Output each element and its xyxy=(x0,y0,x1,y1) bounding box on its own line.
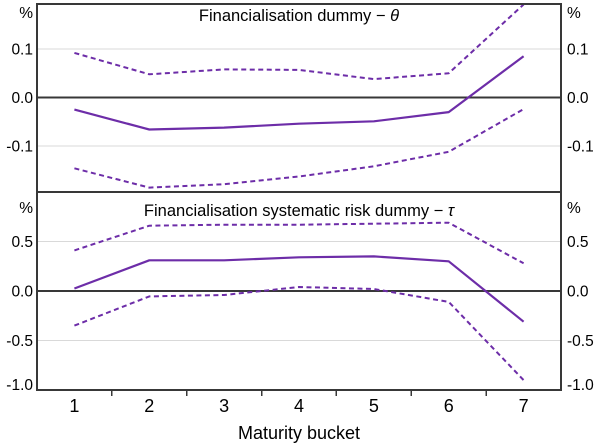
x-axis-title: Maturity bucket xyxy=(238,423,360,443)
panel-title: Financialisation dummy − θ xyxy=(199,7,399,25)
y-tick-label-right: 0.0 xyxy=(567,284,589,301)
x-tick-label: 1 xyxy=(69,396,79,416)
y-tick-label-right: 0.1 xyxy=(567,42,589,59)
x-tick-label: 2 xyxy=(144,396,154,416)
x-tick-label: 5 xyxy=(369,396,379,416)
y-axis-unit-right: % xyxy=(567,200,581,217)
y-tick-label-left: 0.1 xyxy=(11,42,33,59)
y-tick-label-left: -1.0 xyxy=(6,377,33,394)
y-axis-unit-left: % xyxy=(19,200,33,217)
series-line-upper-confidence-band-dashed xyxy=(74,221,525,265)
panel-border xyxy=(36,3,562,391)
x-tick-label: 7 xyxy=(519,396,529,416)
series-line-point-estimate-solid xyxy=(74,55,525,131)
series-line-lower-confidence-band-dashed xyxy=(74,286,525,381)
y-tick-label-left: 0.0 xyxy=(11,284,33,301)
y-tick-label-left: -0.5 xyxy=(6,333,33,350)
x-tick-label: 6 xyxy=(444,396,454,416)
y-axis-unit-right: % xyxy=(567,5,581,22)
y-tick-label-right: 0.5 xyxy=(567,234,589,251)
y-tick-label-left: 0.0 xyxy=(11,90,33,107)
y-tick-label-right: -0.1 xyxy=(567,138,594,155)
x-tick-label: 4 xyxy=(294,396,304,416)
y-tick-label-right: -1.0 xyxy=(567,377,594,394)
panel-title: Financialisation systematic risk dummy −… xyxy=(144,202,456,220)
y-tick-label-left: -0.1 xyxy=(6,138,33,155)
series-line-lower-confidence-band-dashed xyxy=(74,108,525,189)
y-tick-label-left: 0.5 xyxy=(11,234,33,251)
y-tick-label-right: 0.0 xyxy=(567,90,589,107)
y-axis-unit-left: % xyxy=(19,5,33,22)
x-tick-label: 3 xyxy=(219,396,229,416)
series-line-upper-confidence-band-dashed xyxy=(74,3,525,81)
y-tick-label-right: -0.5 xyxy=(567,333,594,350)
series-line-point-estimate-solid xyxy=(74,255,525,323)
